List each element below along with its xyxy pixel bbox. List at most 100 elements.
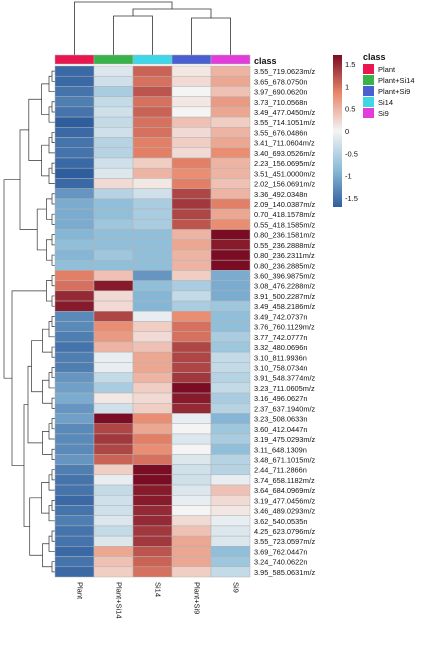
- row-label: 3.60_412.0447n: [254, 425, 307, 434]
- heatmap-cell: [210, 106, 251, 118]
- heatmap-cell: [54, 474, 95, 486]
- heatmap-cell: [132, 198, 173, 210]
- heatmap-cell: [171, 464, 212, 476]
- dendrogram-link: [27, 365, 43, 444]
- heatmap-cell: [54, 392, 95, 404]
- heatmap-cell: [171, 270, 212, 281]
- row-label: 3.69_762.0447n: [254, 547, 307, 556]
- heatmap-cell: [132, 494, 173, 506]
- class-legend-swatch: [363, 64, 374, 74]
- heatmap-cell: [54, 229, 95, 240]
- column-label: Plant+Si9: [193, 582, 202, 614]
- heatmap-cell: [93, 535, 134, 547]
- heatmap-cell: [132, 96, 173, 108]
- dendrogram-link: [41, 144, 49, 177]
- heatmap-cell: [54, 454, 95, 465]
- heatmap-cell: [93, 96, 134, 108]
- heatmap-cell: [210, 75, 251, 87]
- heatmap-cell: [132, 147, 173, 159]
- row-label: 3.74_658.1182m/z: [254, 476, 315, 485]
- heatmap-cell: [210, 433, 251, 445]
- row-label: 0.80_236.2885m/z: [254, 261, 316, 270]
- heatmap-cell: [54, 566, 95, 578]
- row-label: 2.02_156.0691m/z: [254, 180, 316, 189]
- heatmap-cell: [210, 116, 251, 128]
- heatmap-cell: [54, 321, 95, 332]
- heatmap-cell: [171, 249, 212, 261]
- heatmap-cell: [132, 535, 173, 547]
- heatmap-cell: [210, 239, 251, 251]
- heatmap-cell: [132, 556, 173, 568]
- heatmap-cell: [93, 413, 134, 424]
- row-label: 3.41_711.0604m/z: [254, 139, 315, 148]
- heatmap-cell: [210, 546, 251, 557]
- heatmap-cell: [54, 65, 95, 77]
- heatmap-cell: [54, 157, 95, 169]
- row-label: 3.65_678.0750n: [254, 77, 307, 86]
- heatmap-cell: [132, 290, 173, 302]
- heatmap-cell: [54, 96, 95, 108]
- column-label: Si14: [154, 582, 163, 597]
- heatmap-cell: [171, 413, 212, 424]
- heatmap-cell: [132, 474, 173, 486]
- heatmap-cell: [93, 116, 134, 128]
- class-legend-swatch: [363, 75, 374, 85]
- dendrogram-link: [28, 98, 42, 161]
- heatmap-cell: [54, 86, 95, 97]
- heatmap-cell: [210, 249, 251, 261]
- dendrogram-link: [51, 316, 55, 327]
- heatmap-cell: [132, 505, 173, 516]
- dendrogram-link: [51, 213, 55, 225]
- heatmap-cell: [93, 362, 134, 373]
- dendrogram-link: [51, 132, 55, 143]
- heatmap-cell: [132, 382, 173, 394]
- heatmap-cell: [93, 311, 134, 322]
- heatmap-cell: [93, 259, 134, 271]
- heatmap-cell: [132, 249, 173, 261]
- heatmap-cell: [132, 423, 173, 435]
- heatmap-cell: [210, 362, 251, 373]
- class-legend-swatch: [363, 97, 374, 107]
- heatmap-cell: [54, 106, 95, 118]
- heatmap-cell: [171, 535, 212, 547]
- heatmap-cell: [54, 137, 95, 149]
- heatmap-cell: [132, 525, 173, 537]
- heatmap-cell: [93, 372, 134, 384]
- heatmap-cell: [54, 75, 95, 87]
- heatmap-cell: [171, 311, 212, 322]
- class-legend-label: Si14: [378, 98, 393, 107]
- heatmap-cell: [171, 127, 212, 138]
- dendrogram-link: [51, 530, 55, 542]
- class-legend: class Plant Plant+Si14 Plant+Si9 Si14 Si9: [363, 52, 415, 118]
- heatmap-cell: [93, 300, 134, 312]
- heatmap-cell: [54, 290, 95, 302]
- heatmap-cell: [54, 280, 95, 292]
- heatmap-cell: [171, 65, 212, 77]
- heatmap-cell: [93, 546, 134, 557]
- row-label: 3.73_710.0568n: [254, 98, 307, 107]
- row-label: 3.55_723.0597m/z: [254, 537, 316, 546]
- heatmap-cell: [171, 351, 212, 363]
- class-annotation-cell: [132, 54, 173, 65]
- heatmap-cell: [54, 331, 95, 343]
- heatmap-cell: [93, 75, 134, 87]
- row-label: 3.23_711.0605m/z: [254, 384, 315, 393]
- heatmap-cell: [210, 127, 251, 138]
- dendrogram-link: [51, 397, 55, 409]
- heatmap-cell: [93, 157, 134, 169]
- heatmap-cell: [93, 423, 134, 435]
- dendrogram-link: [31, 340, 43, 393]
- heatmap-cell: [93, 280, 134, 292]
- heatmap-cell: [93, 341, 134, 353]
- heatmap-cell: [132, 464, 173, 476]
- heatmap-cell: [54, 351, 95, 363]
- row-label: 3.49_458.2186m/z: [254, 302, 316, 311]
- color-scale-tick: -1.5: [345, 194, 358, 203]
- heatmap-cell: [93, 494, 134, 506]
- heatmap-cell: [210, 311, 251, 322]
- heatmap-cell: [210, 86, 251, 97]
- row-label: 3.62_540.0535n: [254, 517, 307, 526]
- column-label: Si9: [232, 582, 241, 593]
- heatmap-cell: [171, 505, 212, 516]
